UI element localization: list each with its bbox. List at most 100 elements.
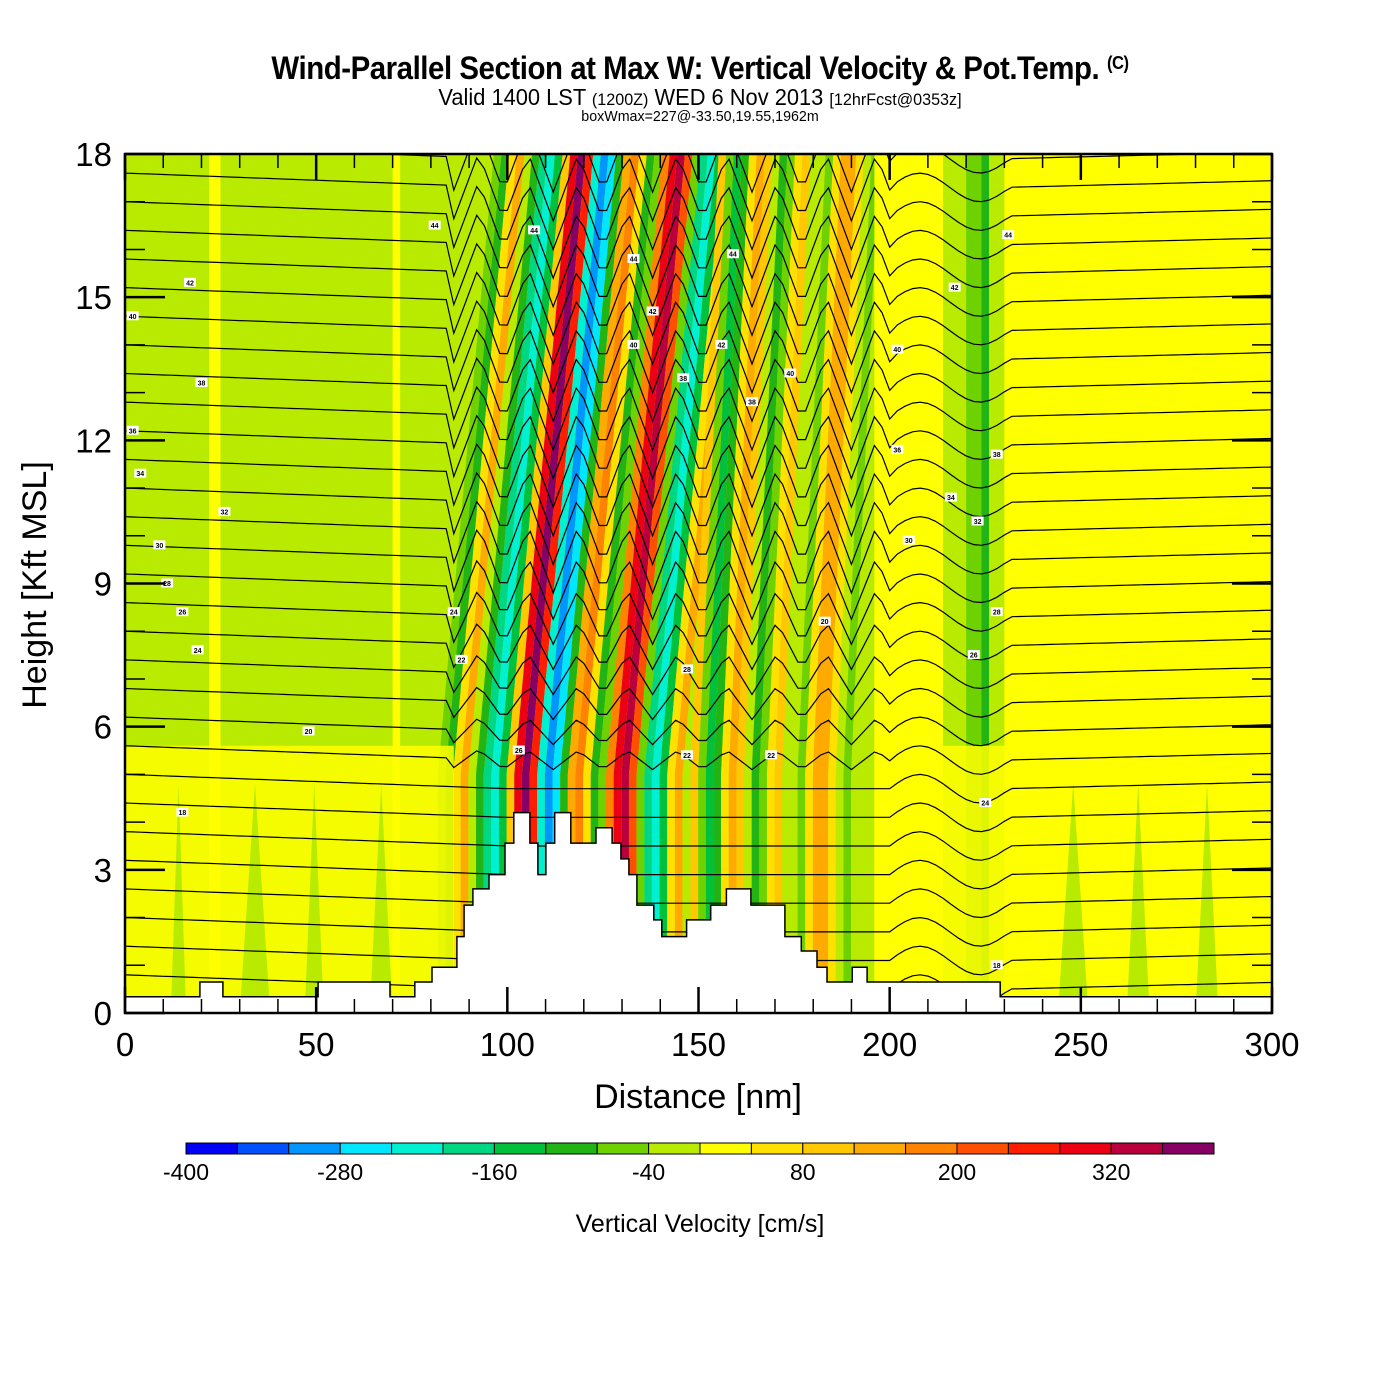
low-level-plume	[1126, 783, 1150, 1013]
low-level-plume	[1057, 783, 1089, 1013]
x-tick-label: 150	[671, 1026, 726, 1063]
colorbar-segment	[750, 1142, 804, 1155]
contour-label: 26	[515, 748, 523, 755]
contour-label: 38	[198, 381, 206, 388]
contour-label-box	[681, 664, 694, 674]
contour-label: 38	[748, 400, 756, 407]
contour-label-box	[646, 306, 659, 316]
valid-date: WED 6 Nov 2013	[654, 84, 824, 110]
colorbar-segment	[956, 1142, 1009, 1155]
contour-label-box	[990, 449, 1003, 459]
contour-label: 22	[458, 657, 466, 664]
x-tick-label: 50	[298, 1026, 335, 1063]
contour-label-box	[428, 220, 441, 230]
y-tick-label: 15	[75, 279, 112, 316]
contour-label-box	[990, 607, 1003, 617]
contour-label: 18	[993, 963, 1001, 970]
contour-label: 36	[893, 447, 901, 454]
chart-title-text: Wind-Parallel Section at Max W: Vertical…	[271, 50, 1100, 86]
colorbar-tick-label: -160	[471, 1159, 517, 1185]
contour-label: 42	[186, 280, 194, 287]
contour-label-box	[902, 535, 915, 545]
theta-contour-line	[125, 385, 1272, 452]
contour-label-box	[176, 607, 189, 617]
theta-contour-line	[125, 500, 1272, 567]
contour-label-box	[967, 650, 980, 660]
contour-label-box	[681, 750, 694, 760]
y-tick-label: 9	[94, 566, 112, 603]
contour-label: 40	[786, 371, 794, 378]
velocity-band	[453, 154, 517, 1013]
contour-label: 28	[163, 581, 171, 588]
contour-label: 22	[683, 753, 691, 760]
colorbar-tick-label: 200	[938, 1159, 976, 1185]
contour-label: 24	[450, 610, 458, 617]
theta-contour-line	[125, 271, 1272, 338]
contour-label-box	[126, 425, 139, 435]
terrain-profile	[124, 811, 1273, 1014]
contour-label: 34	[136, 471, 144, 478]
theta-contour-line	[125, 214, 1272, 280]
velocity-band	[659, 154, 724, 1013]
theta-contour-line	[125, 328, 1272, 395]
contour-label-box	[218, 506, 231, 516]
contour-label: 40	[893, 347, 901, 354]
contour-label: 20	[821, 619, 829, 626]
colorbar-segment	[391, 1142, 444, 1155]
colorbar-segment	[236, 1142, 290, 1155]
contour-label: 42	[718, 342, 726, 349]
theta-contour-line	[125, 299, 1272, 366]
colorbar-tick-label: -40	[632, 1159, 665, 1185]
contour-label: 42	[649, 309, 657, 316]
y-tick-label: 18	[75, 136, 112, 173]
contour-label-box	[627, 253, 640, 263]
velocity-band	[843, 154, 880, 1013]
contour-label-box	[948, 282, 961, 292]
contour-label-box	[726, 249, 739, 259]
velocity-band	[812, 154, 857, 1013]
contour-label-box	[161, 578, 174, 588]
contour-label: 26	[178, 610, 186, 617]
colorbar-segment	[442, 1142, 495, 1155]
theta-contour-line	[125, 443, 1272, 509]
contour-label: 18	[178, 810, 186, 817]
chart-title: Wind-Parallel Section at Max W: Vertical…	[56, 50, 1344, 87]
forecast-label: [12hrFcst@0353z]	[829, 90, 962, 109]
colorbar-segment	[185, 1142, 238, 1155]
velocity-band	[674, 154, 739, 1013]
valid-time-subtitle: Valid 1400 LST (1200Z) WED 6 Nov 2013 [1…	[35, 84, 1365, 111]
contour-label-box	[818, 616, 831, 626]
theta-contour-line	[125, 357, 1272, 423]
theta-contour-line	[125, 242, 1272, 309]
colorbar: -400 -280 -160 -40 80 200 320	[163, 1142, 1215, 1185]
colorbar-segment	[648, 1142, 701, 1155]
y-tick-label: 12	[75, 422, 112, 459]
contour-label: 34	[947, 495, 955, 502]
contour-label-box	[746, 397, 759, 407]
theta-contour-line	[125, 414, 1272, 481]
contour-label: 26	[970, 653, 978, 660]
theta-contour-line	[125, 773, 1272, 804]
colorbar-segment	[1162, 1142, 1215, 1155]
velocity-band	[667, 154, 731, 1013]
theta-contour-line	[125, 686, 1272, 721]
contour-label-box	[715, 339, 728, 349]
contour-label-box	[1002, 230, 1015, 240]
contour-label: 38	[993, 452, 1001, 459]
colorbar-segment	[1007, 1142, 1061, 1155]
contour-label-box	[302, 726, 315, 736]
contour-label-box	[183, 277, 196, 287]
velocity-band	[805, 154, 841, 1013]
contour-label-box	[191, 645, 204, 655]
low-level-plume	[170, 783, 187, 1013]
velocity-field	[125, 154, 1272, 1013]
x-tick-label: 250	[1053, 1026, 1108, 1063]
contour-label: 44	[1004, 233, 1012, 240]
contour-label: 44	[729, 252, 737, 259]
colorbar-segment	[545, 1142, 598, 1155]
colorbar-segment	[288, 1142, 341, 1155]
contour-label: 20	[305, 729, 313, 736]
theta-contour-line	[125, 888, 1272, 919]
